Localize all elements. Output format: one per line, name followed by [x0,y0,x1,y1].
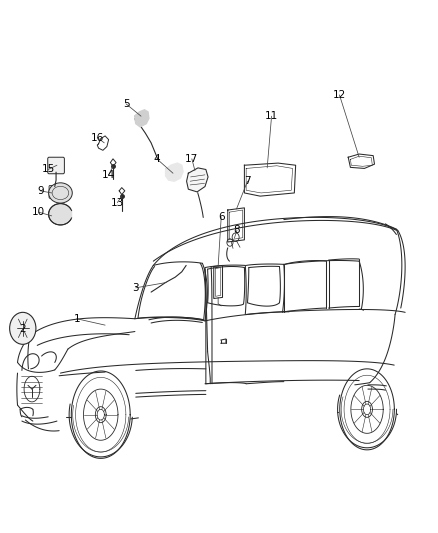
Text: 2: 2 [19,325,26,334]
Text: 9: 9 [37,186,44,196]
Polygon shape [135,110,149,127]
Text: 8: 8 [233,225,240,235]
Text: 14: 14 [102,170,115,180]
Text: 5: 5 [123,99,130,109]
FancyBboxPatch shape [49,185,62,198]
Ellipse shape [49,183,72,203]
Text: 3: 3 [132,283,139,293]
Circle shape [10,312,36,344]
Text: 15: 15 [42,165,55,174]
FancyBboxPatch shape [48,157,64,174]
Polygon shape [166,163,183,181]
Text: 10: 10 [32,207,45,217]
Text: 12: 12 [333,90,346,100]
Text: 11: 11 [265,111,278,121]
Polygon shape [49,204,71,225]
Text: 4: 4 [153,154,160,164]
Text: 13: 13 [111,198,124,207]
Polygon shape [187,168,208,192]
Text: 16: 16 [91,133,104,142]
Text: 7: 7 [244,176,251,186]
Text: 1: 1 [73,314,80,324]
Text: 17: 17 [185,154,198,164]
Text: 6: 6 [218,213,225,222]
